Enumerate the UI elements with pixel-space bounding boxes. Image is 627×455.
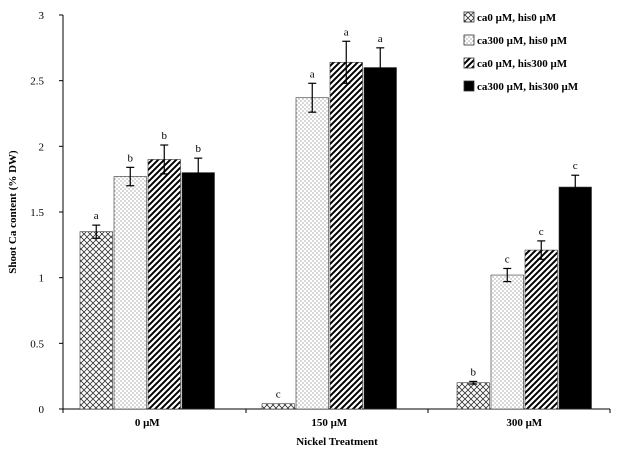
significance-label: a	[310, 68, 315, 80]
x-axis-title: Nickel Treatment	[296, 436, 378, 448]
bar	[181, 172, 215, 410]
y-tick-label: 3	[39, 10, 45, 22]
significance-label: c	[505, 253, 510, 265]
bar	[524, 249, 558, 410]
y-ticks: 0 0.5 1 1.5 2 2.5 3	[30, 10, 63, 416]
significance-label: b	[471, 366, 477, 378]
significance-labels: a c b b a c b a c b a c	[94, 26, 578, 400]
x-tick-label: 300 μM	[506, 417, 542, 429]
legend-swatch	[463, 11, 475, 23]
error-bars	[92, 40, 580, 385]
legend-label: ca0 μM, his0 μM	[477, 12, 557, 24]
legend-swatch	[463, 80, 475, 92]
significance-label: b	[128, 152, 134, 164]
bar	[113, 176, 147, 410]
bar	[147, 159, 181, 410]
bar	[261, 403, 295, 410]
y-tick-label: 2	[39, 141, 45, 153]
y-tick-label: 2.5	[30, 76, 44, 88]
bar	[363, 67, 397, 410]
significance-label: a	[344, 26, 349, 38]
significance-label: a	[94, 210, 99, 222]
legend-label: ca300 μM, his0 μM	[477, 35, 568, 47]
x-ticks: 0 μM 150 μM 300 μM	[62, 409, 611, 429]
y-tick-label: 0.5	[30, 338, 44, 350]
legend: ca0 μM, his0 μM ca300 μM, his0 μM ca0 μM, …	[463, 11, 579, 93]
y-tick-label: 0	[39, 404, 45, 416]
significance-label: c	[573, 160, 578, 172]
legend-swatch	[463, 34, 475, 46]
bar	[79, 231, 113, 410]
x-tick-label: 150 μM	[311, 417, 347, 429]
significance-label: a	[378, 33, 383, 45]
y-tick-label: 1.5	[30, 207, 44, 219]
legend-swatch	[463, 57, 475, 69]
y-tick-label: 1	[39, 273, 45, 285]
legend-label: ca0 μM, his300 μM	[477, 58, 568, 70]
y-axis-title: Shoot Ca content (% DW)	[7, 150, 19, 274]
bar	[329, 61, 363, 410]
significance-label: c	[539, 226, 544, 238]
significance-label: b	[196, 143, 202, 155]
legend-label: ca300 μM, his300 μM	[477, 81, 579, 93]
plot-area: 0 0.5 1 1.5 2 2.5 3 0 μM 150 μM 300 μM a c b b a c b a c…	[30, 10, 611, 429]
significance-label: c	[276, 389, 281, 401]
bar	[490, 274, 524, 410]
x-tick-label: 0 μM	[135, 417, 160, 429]
bars	[79, 61, 592, 410]
bar	[456, 382, 490, 410]
bar	[558, 186, 592, 410]
bar	[295, 97, 329, 410]
significance-label: b	[162, 130, 168, 142]
